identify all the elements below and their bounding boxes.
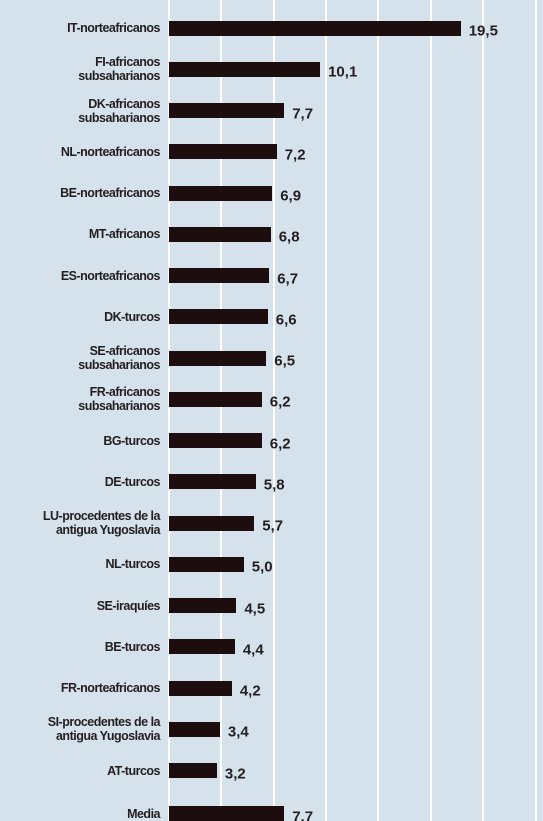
category-label: IT-norteafricanos xyxy=(67,21,160,35)
value-label: 4,5 xyxy=(244,599,266,617)
category-label: AT-turcos xyxy=(107,763,160,778)
category-label: MT-africanos xyxy=(88,227,161,242)
bar xyxy=(169,226,271,242)
value-label: 7,2 xyxy=(284,146,306,164)
bar xyxy=(169,639,235,655)
value-label: 3,2 xyxy=(224,764,246,782)
category-label: DK-turcos xyxy=(104,309,160,324)
category-label: BE-turcos xyxy=(104,639,161,654)
value-label: 3,4 xyxy=(227,723,249,741)
grid-line xyxy=(534,0,537,821)
category-label: DE-turcos xyxy=(104,474,161,489)
grid-line xyxy=(220,0,223,821)
value-label: 10,1 xyxy=(328,63,358,81)
bar xyxy=(169,680,232,696)
value-label: 5,8 xyxy=(263,476,285,494)
bar xyxy=(169,598,237,613)
grid-line xyxy=(325,0,328,821)
bar xyxy=(169,474,256,490)
bar xyxy=(169,61,321,77)
grid-line xyxy=(272,0,275,821)
bar xyxy=(169,391,262,407)
category-label: FR-africanos subsaharianos xyxy=(78,385,160,414)
category-label: SE-africanos subsaharianos xyxy=(78,344,160,372)
category-label: BG-turcos xyxy=(103,433,160,448)
category-label: Media xyxy=(127,806,160,821)
category-label: SI-procedentes de la antigua Yugoslavia xyxy=(47,715,161,744)
category-label: BE-norteafricanos xyxy=(60,186,160,200)
value-label: 5,7 xyxy=(262,517,284,535)
category-label: ES-norteafricanos xyxy=(60,268,161,283)
bar xyxy=(169,103,285,118)
category-label: FR-norteafricanos xyxy=(60,681,161,695)
value-label: 5,0 xyxy=(251,558,273,576)
bar xyxy=(169,433,262,448)
category-label: DK-africanos subsaharianos xyxy=(78,96,160,125)
category-label: NL-norteafricanos xyxy=(60,144,161,159)
value-label: 7,7 xyxy=(292,104,314,122)
value-label: 6,2 xyxy=(269,434,291,452)
bar xyxy=(169,309,268,325)
grid-line xyxy=(482,0,485,821)
bar xyxy=(169,268,270,283)
bar xyxy=(169,350,267,366)
value-label: 6,7 xyxy=(277,269,299,287)
bar xyxy=(169,721,220,737)
value-label: 4,2 xyxy=(239,682,261,700)
bar xyxy=(169,144,277,160)
value-label: 6,9 xyxy=(280,187,302,205)
category-label: SE-iraquíes xyxy=(96,598,161,613)
bar xyxy=(169,763,217,778)
grid-line xyxy=(168,0,170,821)
bar xyxy=(169,806,285,821)
value-label: 6,2 xyxy=(269,393,291,411)
grid-line xyxy=(377,0,380,821)
value-label: 6,6 xyxy=(275,311,297,329)
value-label: 6,8 xyxy=(278,228,300,246)
bar xyxy=(169,556,244,572)
value-label: 6,5 xyxy=(274,352,296,370)
value-label: 19,5 xyxy=(468,22,498,40)
bar xyxy=(169,20,461,36)
category-label: LU-procedentes de la antigua Yugoslavia xyxy=(42,509,161,537)
value-label: 7,7 xyxy=(292,808,314,821)
grid-line xyxy=(429,0,432,821)
bar xyxy=(169,515,255,531)
category-label: FI-africanos subsaharianos xyxy=(78,55,160,84)
bar xyxy=(169,185,273,201)
category-label: NL-turcos xyxy=(105,557,160,572)
value-label: 4,4 xyxy=(242,641,264,659)
